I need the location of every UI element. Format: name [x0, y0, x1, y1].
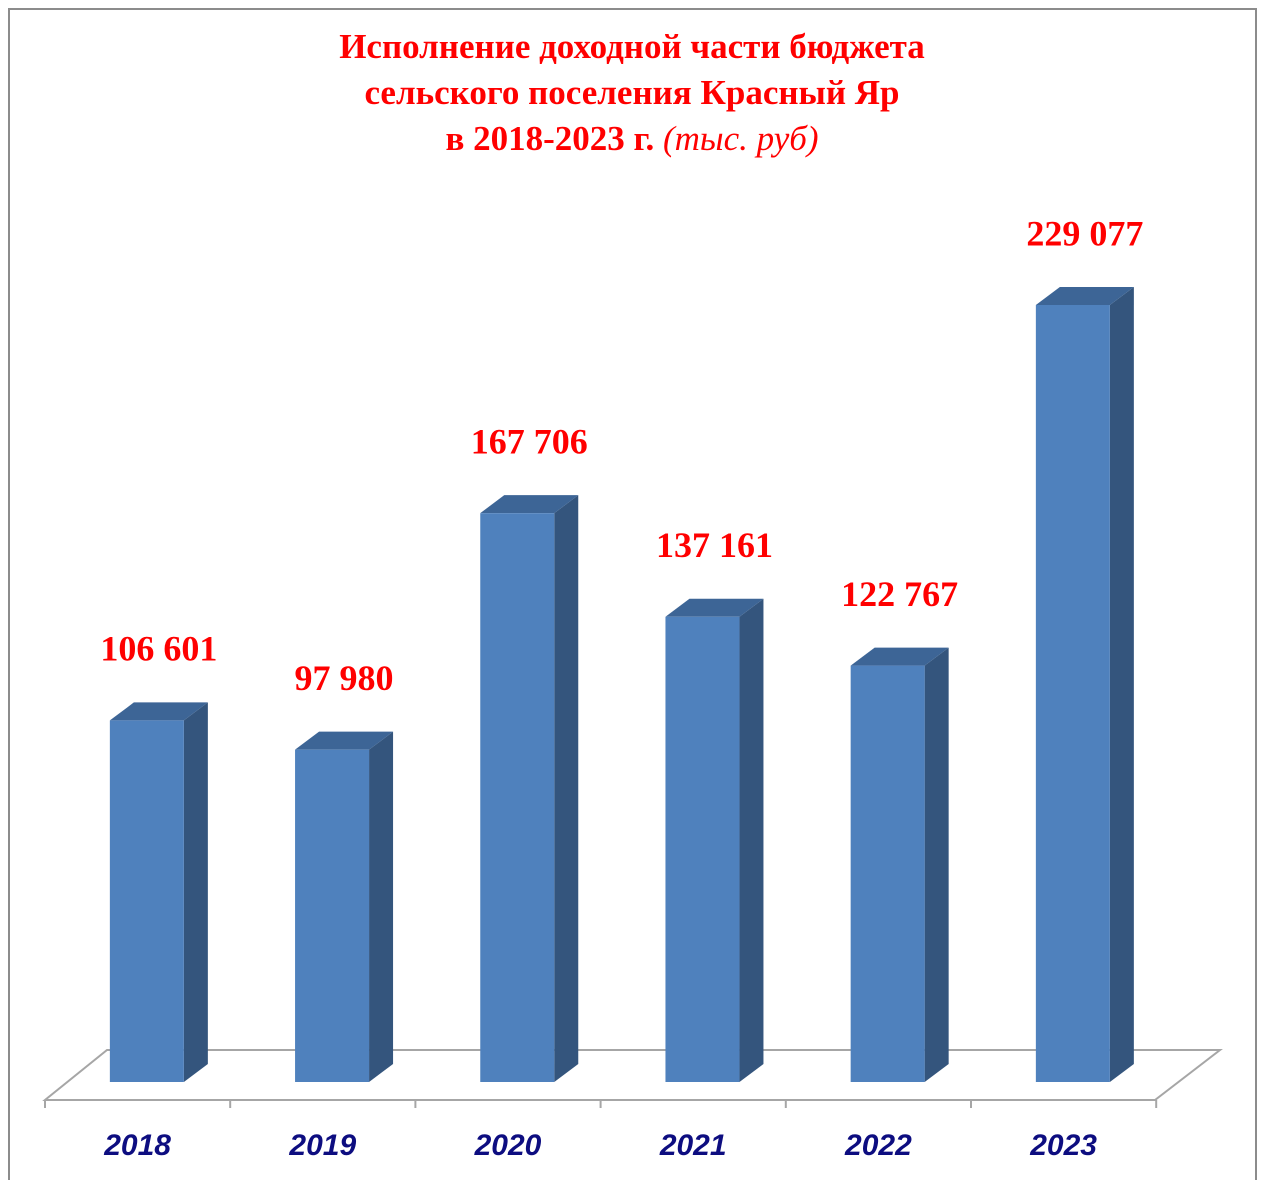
bar-top [295, 731, 394, 750]
x-tick-label: 2022 [844, 1129, 912, 1162]
bar-side [1109, 287, 1134, 1082]
bar-side [369, 731, 394, 1082]
chart-title: Исполнение доходной части бюджета [339, 27, 925, 66]
bar-side [924, 647, 949, 1082]
bar-top [109, 702, 208, 721]
chart-subtitle: (тыс. руб) [663, 119, 819, 158]
chart-title: сельского поселения Красный Яр [364, 73, 899, 112]
bar-top [665, 598, 764, 617]
bar [109, 720, 184, 1082]
x-tick-label: 2023 [1029, 1129, 1097, 1162]
x-tick-label: 2018 [103, 1129, 171, 1162]
data-label: 106 601 [100, 629, 217, 669]
data-label: 229 077 [1026, 213, 1143, 253]
bar [480, 513, 555, 1082]
data-label: 97 980 [295, 658, 394, 698]
bar [295, 749, 370, 1082]
bar-side [554, 495, 579, 1083]
data-label: 137 161 [656, 525, 773, 565]
bar [850, 665, 925, 1082]
bar-top [1035, 287, 1134, 305]
bar [1035, 305, 1110, 1082]
data-label: 122 767 [841, 574, 958, 614]
chart-title: в 2018-2023 г. (тыс. руб) [445, 119, 818, 158]
bar [665, 616, 740, 1082]
data-label: 167 706 [471, 421, 588, 461]
x-tick-label: 2019 [288, 1129, 356, 1162]
bar-side [739, 598, 764, 1082]
chart-title: в 2018-2023 г. [445, 119, 654, 158]
x-tick-label: 2021 [659, 1129, 727, 1162]
bar-top [480, 495, 579, 514]
bar-side [183, 702, 208, 1082]
bar-top [850, 647, 949, 666]
x-tick-label: 2020 [474, 1129, 542, 1162]
